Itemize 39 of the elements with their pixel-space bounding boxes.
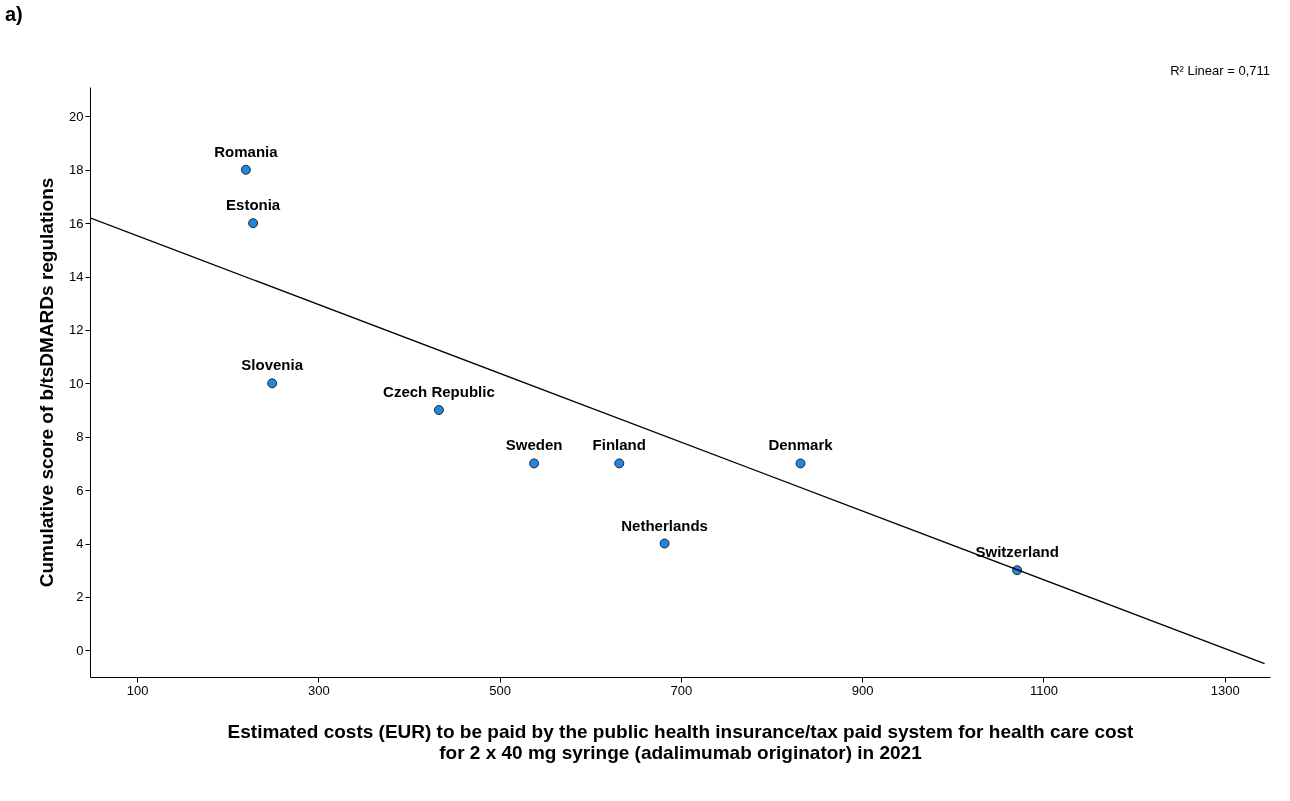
point bbox=[659, 538, 670, 549]
y-tick-label: 2 bbox=[76, 589, 84, 605]
chart-title: a) bbox=[5, 3, 23, 25]
point bbox=[795, 458, 806, 469]
x-tick-label: 300 bbox=[308, 682, 330, 698]
x-tick-label: 1100 bbox=[1029, 682, 1058, 698]
point bbox=[248, 218, 259, 229]
y-tick-label: 18 bbox=[69, 162, 84, 178]
x-axis-title: Estimated costs (EUR) to be paid by the public health insurance/tax paid system for health care cost for 2 x 40 mg syringe (adalimumab originator) in 2021 bbox=[227, 720, 1135, 763]
point bbox=[240, 164, 251, 175]
annotation: Denmark bbox=[768, 436, 834, 454]
point bbox=[267, 378, 278, 389]
y-tick-label: 0 bbox=[76, 642, 84, 658]
x-tick-label: 500 bbox=[489, 682, 511, 698]
y-tick-label: 6 bbox=[76, 482, 84, 498]
y-tick-label: 10 bbox=[69, 375, 84, 391]
y-axis-title: Cumulative score of b/tsDMARDs regulations bbox=[36, 177, 58, 588]
annotation: Czech Republic bbox=[383, 383, 495, 401]
y-tick-label: 14 bbox=[69, 269, 84, 285]
text: R² Linear = 0,711 bbox=[1170, 63, 1270, 78]
point bbox=[529, 458, 540, 469]
point bbox=[614, 458, 625, 469]
y-tick-label: 20 bbox=[69, 108, 84, 124]
annotation: Romania bbox=[214, 142, 279, 160]
x-tick-label: 1300 bbox=[1210, 682, 1240, 698]
x-tick-label: 700 bbox=[670, 682, 693, 698]
annotation: Switzerland bbox=[975, 543, 1059, 561]
x-tick-label: 900 bbox=[851, 682, 874, 698]
y-tick-label: 12 bbox=[69, 322, 84, 338]
annotation: Sweden bbox=[505, 436, 563, 454]
annotation: Finland bbox=[592, 436, 646, 454]
point bbox=[433, 405, 444, 415]
y-tick-label: 8 bbox=[76, 429, 84, 445]
y-tick-label: 16 bbox=[69, 215, 84, 231]
x-tick-label: 100 bbox=[126, 682, 149, 698]
annotation: Slovenia bbox=[241, 356, 304, 374]
y-tick-label: 4 bbox=[76, 536, 84, 552]
annotation: Netherlands bbox=[621, 516, 708, 534]
annotation: Estonia bbox=[226, 196, 281, 214]
